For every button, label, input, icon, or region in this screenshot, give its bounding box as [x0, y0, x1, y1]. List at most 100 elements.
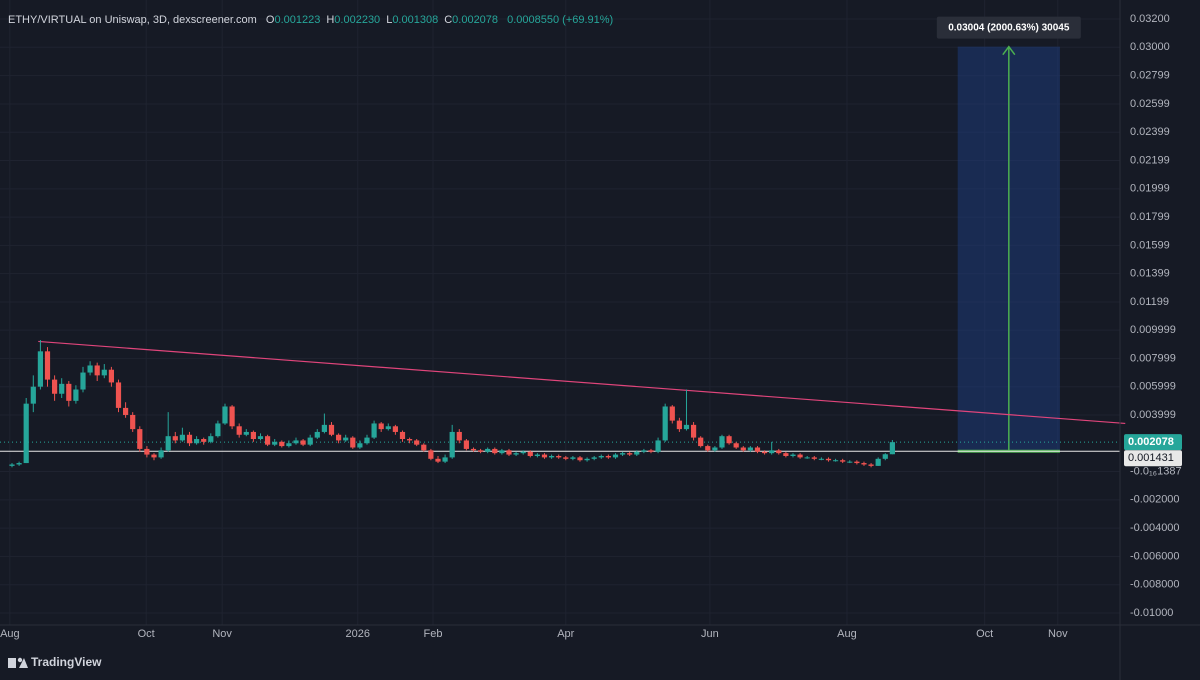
candle-body [840, 460, 846, 462]
candle-body [463, 440, 469, 449]
candle-body [257, 436, 264, 440]
candle-body [243, 431, 249, 435]
candle-body [151, 454, 157, 458]
y-tick-label: 0.02799 [1130, 70, 1170, 82]
candle-body [577, 457, 583, 461]
candle-body [16, 463, 22, 465]
y-tick-label: 0.01599 [1130, 239, 1170, 251]
y-tick-label: 0.01999 [1130, 183, 1170, 195]
candle-body [882, 454, 888, 459]
candle-body [761, 451, 768, 454]
y-tick-label: -0.0₁₆1387 [1130, 465, 1182, 477]
candle-body [889, 442, 895, 455]
candle-body [612, 454, 619, 458]
candle-body [51, 379, 58, 394]
candle-body [264, 436, 271, 445]
candle-body [130, 414, 136, 430]
candle-body [683, 424, 690, 430]
candle-body [556, 455, 562, 458]
candle-body [477, 450, 484, 452]
candle-body [193, 439, 200, 444]
candle-body [378, 423, 384, 430]
candle-body [541, 454, 548, 458]
ohlc-values: O0.001223 H0.002230 L0.001308 C0.002078 [260, 14, 498, 26]
candle-body [179, 434, 185, 441]
candle-body [108, 369, 114, 383]
y-tick-label: 0.005999 [1130, 381, 1176, 393]
candle-body [705, 446, 711, 451]
y-tick-label: -0.006000 [1130, 550, 1180, 562]
candle-body [371, 423, 377, 438]
candle-body [591, 457, 597, 459]
candle-body [520, 451, 526, 454]
x-tick-label: Nov [212, 628, 232, 640]
candle-body [201, 439, 207, 442]
y-tick-label: 0.02599 [1130, 98, 1170, 110]
candle-body [392, 426, 398, 432]
candle-body [669, 406, 675, 421]
price-line-label: 0.001431 [1128, 452, 1174, 464]
candle-body [158, 450, 164, 458]
y-tick-label: 0.02199 [1130, 154, 1170, 166]
candle-body [648, 450, 654, 452]
symbol: ETHY/VIRTUAL on Uniswap, 3D, dexscreener… [8, 14, 257, 26]
candle-body [492, 448, 498, 454]
candle-body [9, 464, 15, 466]
candle-body [641, 450, 647, 452]
candle-body [215, 423, 221, 437]
candle-body [698, 437, 704, 447]
y-tick-label: 0.03000 [1130, 41, 1170, 53]
candle-body [485, 448, 491, 452]
measure-arrow-head [1002, 45, 1016, 56]
candle-body [307, 437, 313, 445]
candle-body [662, 406, 668, 441]
x-tick-label: Feb [424, 628, 443, 640]
y-tick-label: 0.01199 [1130, 296, 1169, 308]
candle-body [598, 455, 604, 458]
candle-body [335, 434, 342, 441]
brand: TradingView [31, 655, 102, 669]
candle-body [80, 372, 86, 390]
candle-body [115, 382, 122, 408]
candle-body [619, 453, 626, 455]
ohlc-key: L [386, 14, 393, 26]
candle-body [754, 447, 761, 452]
candle-body [421, 444, 427, 451]
ohlc-key: C [444, 14, 453, 26]
candle-body [399, 431, 406, 440]
candle-body [690, 424, 697, 438]
candle-body [783, 453, 789, 456]
x-tick-label: Aug [0, 628, 20, 640]
candle-body [506, 450, 512, 455]
candle-body [236, 426, 242, 435]
candle-body [414, 440, 420, 445]
measure-label-box [936, 16, 1081, 39]
candle-body [875, 458, 881, 466]
candle-body [23, 403, 29, 464]
candle-body [328, 424, 335, 435]
candle-body [343, 437, 349, 441]
candle-body [733, 443, 739, 448]
x-tick-label: Oct [976, 628, 993, 640]
y-tick-label: 0.01399 [1130, 268, 1170, 280]
candle-body [534, 454, 540, 456]
candle-body [861, 463, 867, 465]
candle-body [456, 431, 462, 441]
ohlc-value: 0.001223 [274, 14, 321, 26]
candle-body [797, 454, 803, 458]
candle-body [137, 429, 143, 449]
candle-body [655, 440, 661, 452]
y-tick-label: 0.01799 [1130, 211, 1170, 223]
price-line-box [1124, 450, 1182, 467]
candle-body [186, 434, 193, 444]
x-tick-label: Aug [837, 628, 857, 640]
ohlc-key: H [326, 14, 335, 26]
last-price-box [1124, 434, 1182, 451]
candle-body [286, 443, 292, 447]
candle-body [385, 426, 391, 430]
x-tick-label: Jun [701, 628, 719, 640]
candle-body [584, 458, 590, 461]
change: 0.0008550 (+69.91%) [507, 14, 614, 26]
brand-logo [8, 657, 28, 668]
candle-body [726, 436, 732, 444]
